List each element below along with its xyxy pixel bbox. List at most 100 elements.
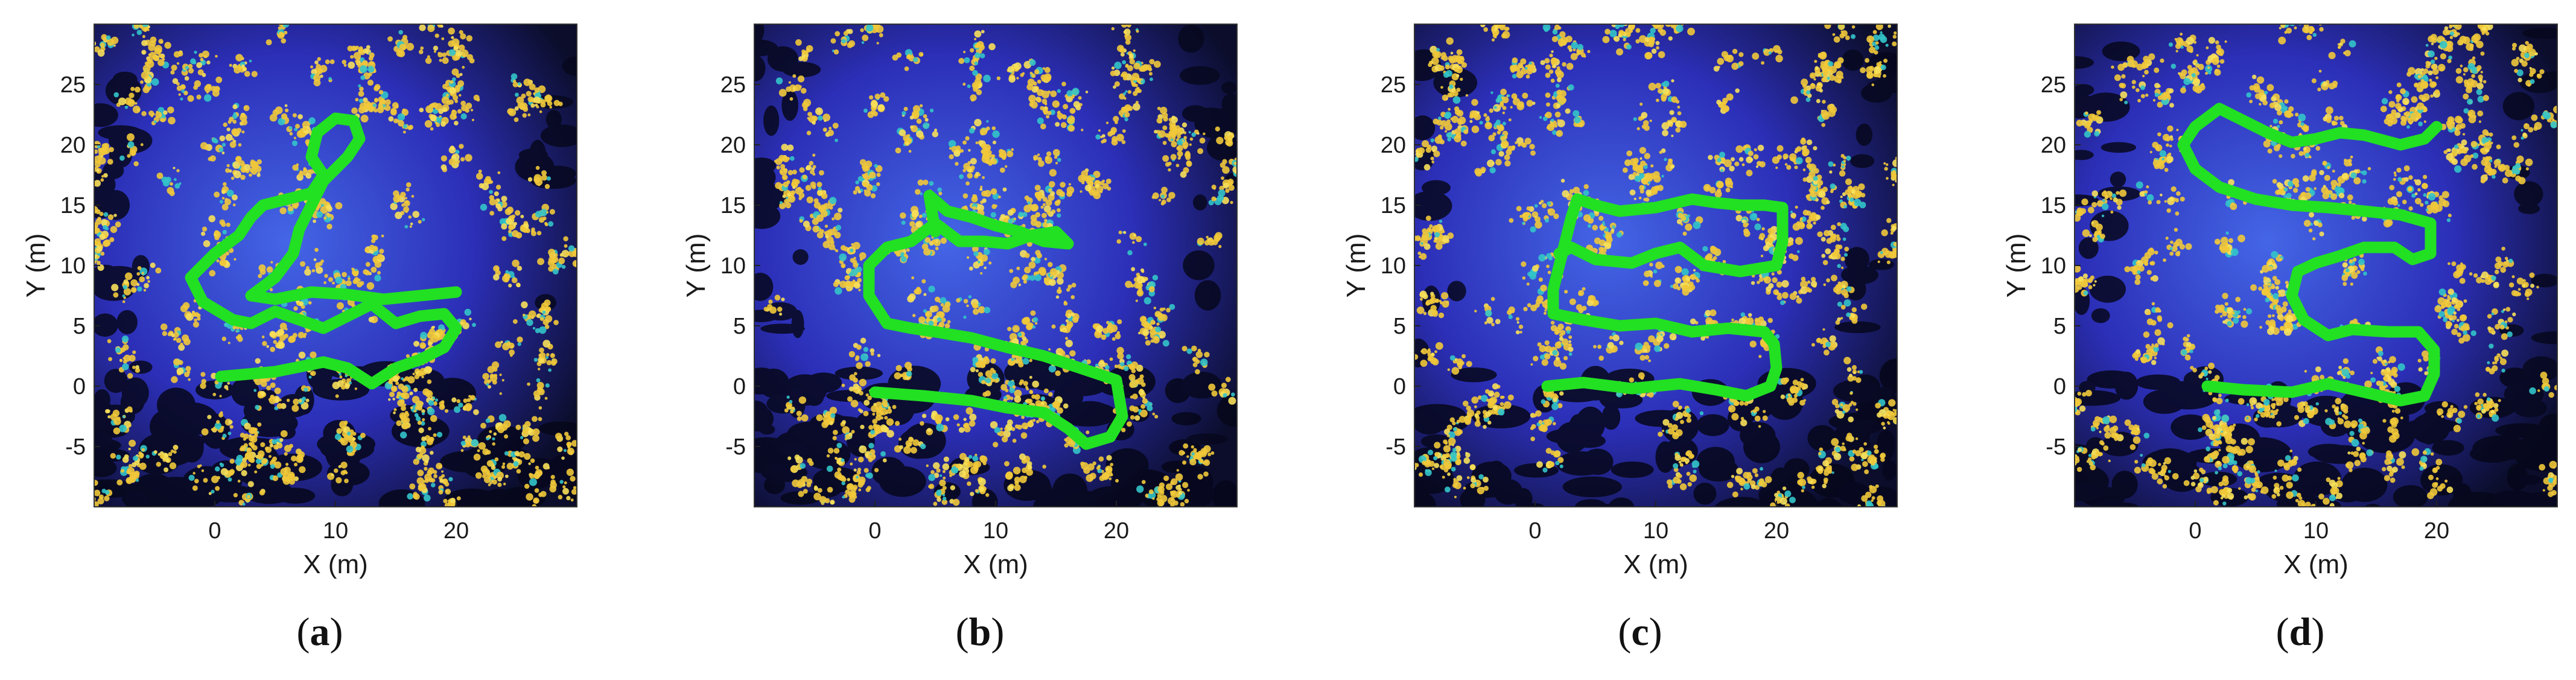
tree-point	[398, 119, 404, 127]
dark-patch	[1841, 265, 1878, 285]
tree-point	[853, 241, 860, 250]
tree-point	[414, 413, 419, 418]
tree-point	[1897, 259, 1902, 264]
tree-point	[266, 345, 270, 348]
tree-point	[1225, 188, 1230, 193]
tree-point	[1183, 443, 1189, 449]
tree-point	[1066, 321, 1073, 328]
tree-point	[370, 267, 377, 273]
tree-point	[404, 410, 409, 415]
tree-point	[208, 84, 212, 87]
tree-point	[358, 91, 364, 97]
tree-point	[903, 446, 911, 454]
tree-point	[400, 191, 406, 198]
tree-point	[1741, 163, 1745, 167]
tree-point	[359, 86, 364, 92]
tree-point	[540, 102, 546, 108]
tree-point	[119, 155, 125, 161]
tree-point	[207, 415, 212, 419]
tree-point	[1142, 329, 1150, 336]
tree-point	[857, 456, 864, 463]
tree-point	[529, 83, 536, 91]
tree-point	[227, 382, 230, 385]
tree-point	[421, 436, 427, 442]
tree-point	[974, 118, 982, 127]
tree-point	[936, 468, 941, 473]
tree-point	[1059, 191, 1065, 197]
tree-point	[856, 345, 862, 350]
tree-point	[219, 135, 226, 142]
tree-point	[1203, 459, 1210, 466]
tree-point	[398, 50, 405, 57]
tree-point	[820, 210, 828, 218]
tree-point	[423, 494, 431, 502]
tree-point	[518, 451, 525, 458]
tree-point	[119, 424, 127, 433]
tree-point	[174, 337, 177, 340]
tree-point	[310, 372, 314, 375]
tree-point	[886, 430, 894, 438]
tree-point	[497, 425, 505, 433]
tree-point	[396, 395, 399, 399]
tree-point	[940, 237, 947, 244]
tree-point	[506, 218, 512, 225]
tree-point	[274, 387, 281, 395]
tree-point	[1139, 409, 1148, 418]
tree-point	[1145, 494, 1150, 498]
tree-point	[334, 433, 342, 440]
tree-point	[87, 171, 90, 174]
tree-point	[535, 465, 539, 470]
dark-patch	[1833, 380, 1881, 402]
tree-point	[214, 380, 219, 385]
tree-point	[567, 447, 574, 456]
tree-point	[826, 465, 833, 472]
tree-point	[901, 220, 906, 225]
tree-point	[126, 133, 135, 141]
tree-point	[1238, 150, 1245, 157]
tree-point	[928, 474, 935, 481]
tree-point	[188, 474, 195, 481]
tree-point	[139, 462, 147, 470]
tree-point	[523, 438, 529, 445]
tree-point	[1166, 308, 1171, 313]
tree-point	[975, 489, 979, 493]
tree-point	[115, 221, 121, 227]
tree-point	[168, 452, 173, 457]
tree-point	[248, 442, 253, 446]
tree-point	[1145, 336, 1148, 340]
tree-point	[1020, 432, 1028, 439]
tree-point	[473, 409, 479, 415]
tree-point	[1106, 468, 1109, 471]
tree-point	[421, 409, 425, 413]
tree-point	[874, 164, 878, 168]
tree-point	[805, 185, 812, 191]
tree-point	[460, 33, 466, 40]
tree-point	[798, 491, 804, 497]
tree-point	[841, 481, 845, 486]
tree-point	[108, 357, 112, 361]
tree-point	[407, 126, 412, 130]
tree-point	[326, 213, 331, 218]
tree-point	[367, 66, 375, 73]
tree-point	[497, 199, 500, 202]
tree-point	[418, 49, 424, 54]
tree-point	[828, 205, 833, 210]
dark-patch	[1575, 406, 1606, 441]
tree-point	[915, 221, 922, 228]
tree-point	[1241, 159, 1244, 163]
tree-point	[1220, 162, 1226, 168]
tree-point	[935, 296, 941, 302]
tree-point	[360, 115, 369, 123]
tree-point	[95, 209, 101, 214]
tree-point	[960, 149, 964, 153]
tree-point	[1029, 375, 1032, 379]
tree-point	[533, 498, 538, 504]
tree-point	[1221, 383, 1227, 389]
tree-point	[393, 195, 401, 203]
tree-point	[470, 396, 474, 399]
tree-point	[850, 399, 859, 408]
tree-point	[1763, 410, 1766, 413]
tree-point	[824, 119, 827, 122]
tree-point	[129, 355, 136, 362]
tree-point	[1157, 486, 1165, 494]
